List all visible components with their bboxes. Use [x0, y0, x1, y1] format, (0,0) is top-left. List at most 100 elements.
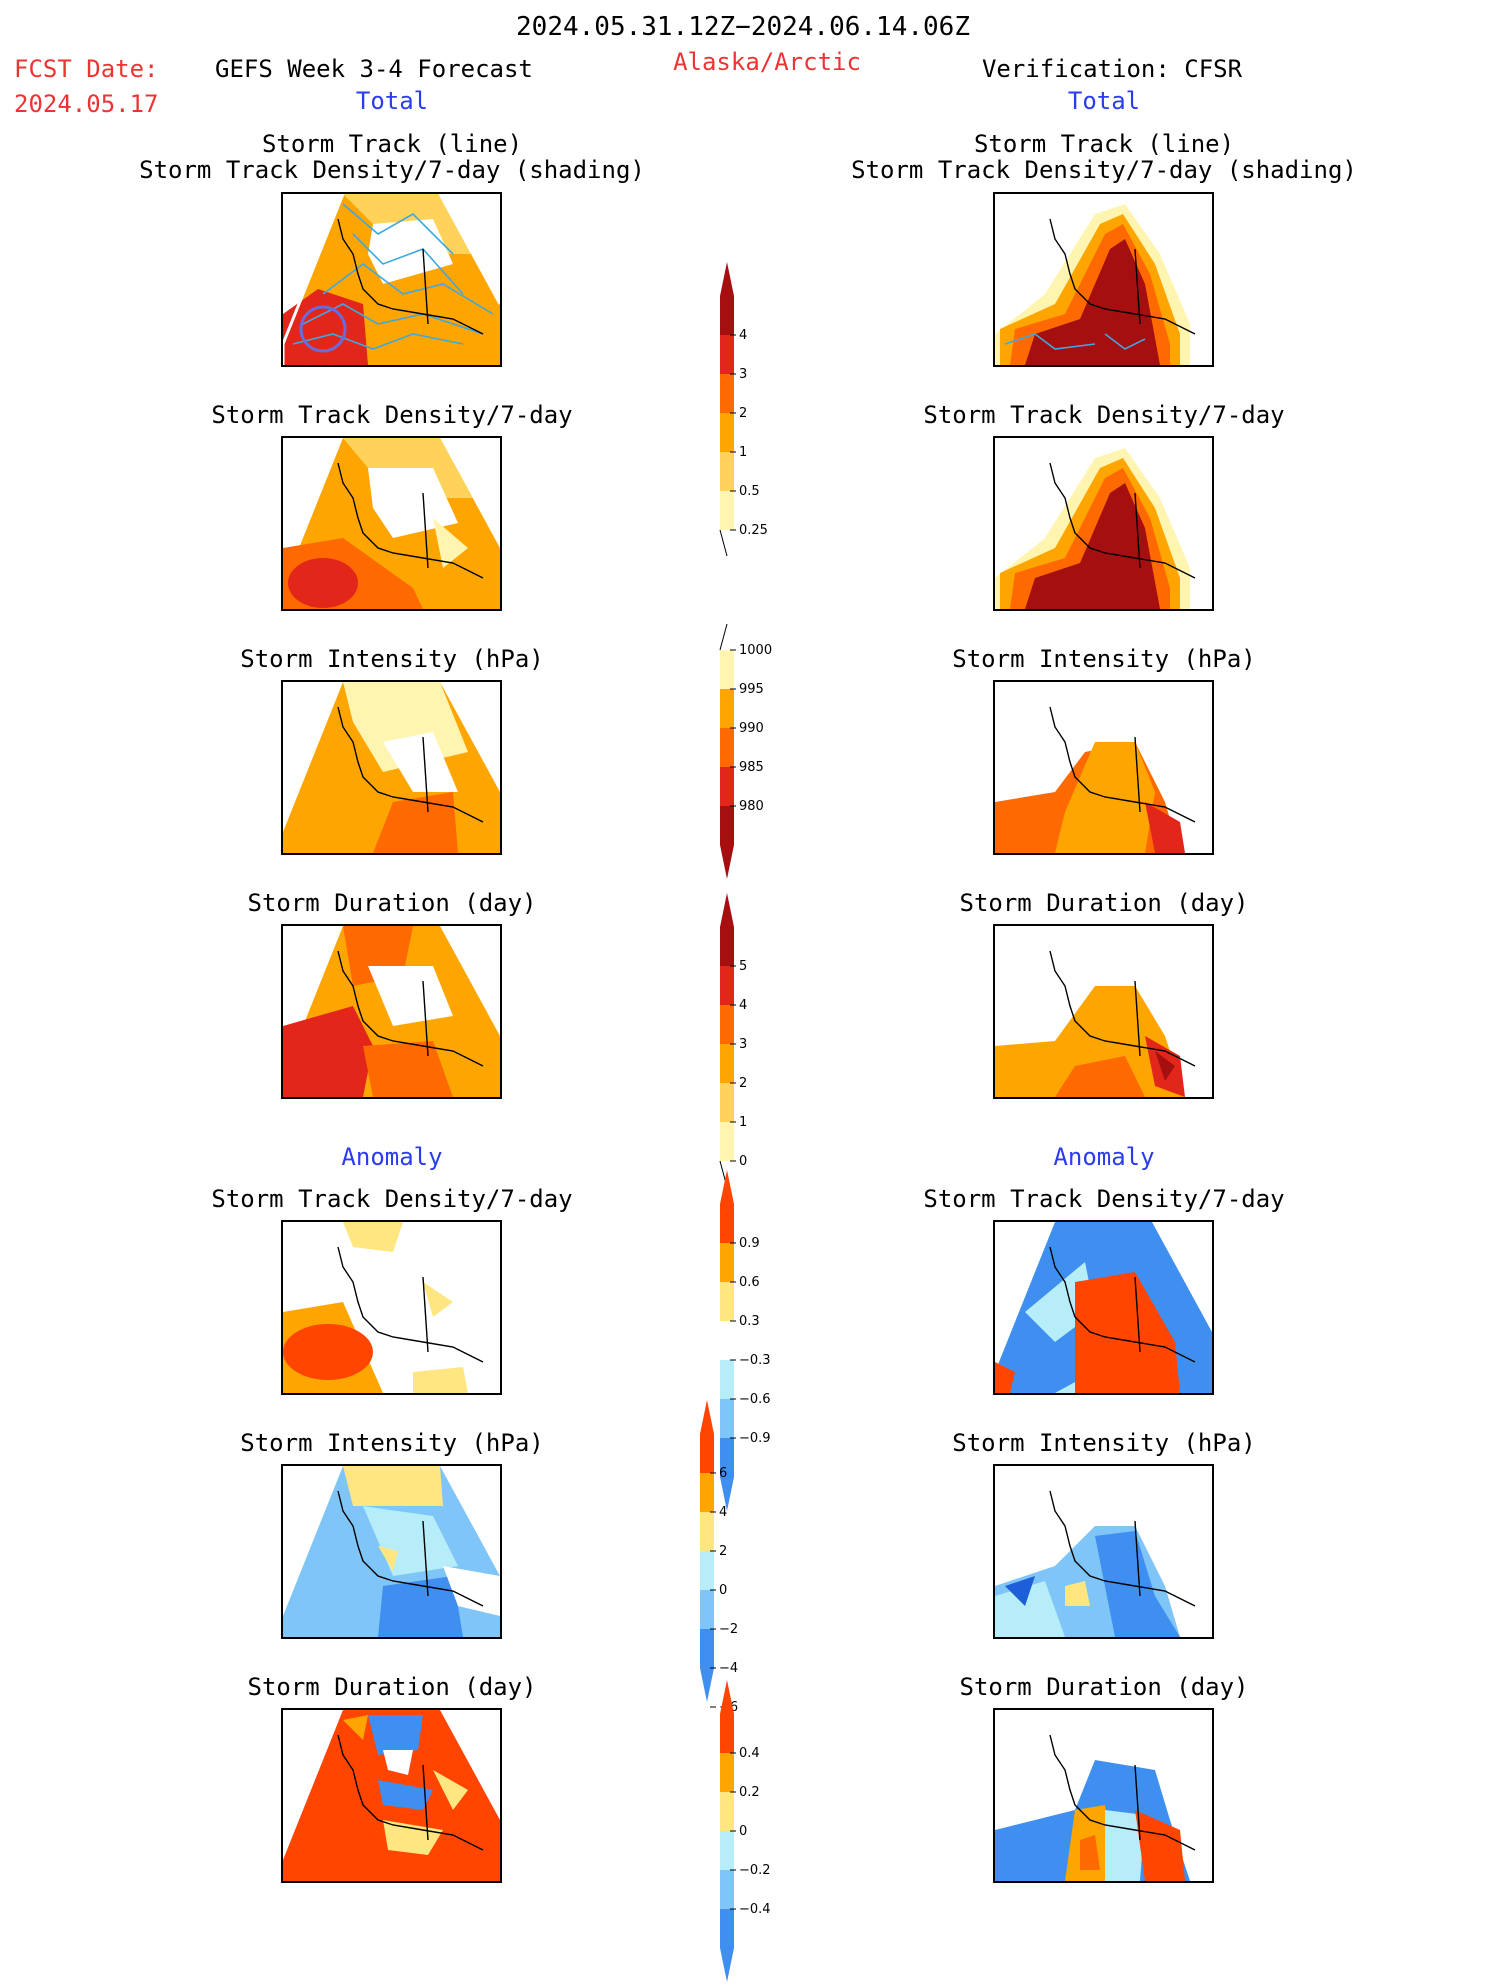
colorbar-anomaly-density: 0.9 0.6 0.3 −0.3 −0.6 −0.9	[720, 1170, 790, 1517]
colorbar-tick-label: 0.9	[739, 1236, 760, 1251]
colorbar-tick-label: 1	[739, 1115, 747, 1130]
right-intensity-title: Storm Intensity (hPa)	[952, 645, 1256, 673]
colorbar-tick-label: 0.5	[739, 484, 760, 499]
colorbar-tick-label: 1000	[739, 643, 772, 658]
colorbar-segment	[720, 1122, 734, 1161]
colorbar-total-density: 0.25 0.5 1 2 3 4	[719, 262, 790, 557]
colorbar-tick-label: −0.9	[739, 1431, 771, 1446]
colorbar-segment	[720, 1243, 734, 1282]
colorbar-top-arrow	[720, 893, 734, 927]
colorbar-segment	[720, 1321, 734, 1360]
map-left-anom-intensity	[281, 1464, 502, 1639]
map-left-intensity	[281, 680, 502, 855]
map-right-density	[993, 436, 1214, 611]
colorbar-tick-label: 0.25	[739, 523, 768, 538]
map-right-anom-intensity	[993, 1464, 1214, 1639]
colorbar-segment	[720, 1360, 734, 1399]
colorbar-tick-label: −2	[719, 1622, 738, 1637]
colorbar-tick-label: 2	[739, 406, 747, 421]
map-left-duration	[281, 924, 502, 1099]
right-anomaly-label: Anomaly	[1053, 1143, 1155, 1171]
colorbar-segment	[720, 1438, 734, 1477]
region-label: Alaska/Arctic	[673, 48, 861, 76]
colorbar-segment	[720, 1399, 734, 1438]
colorbar-tick-label: 2	[739, 1076, 747, 1091]
left-anomaly-label: Anomaly	[341, 1143, 443, 1171]
colorbar-segment	[720, 413, 734, 452]
colorbar-segment	[720, 806, 734, 845]
colorbar-tick-label: 0	[739, 1154, 747, 1169]
colorbar-segment	[700, 1551, 714, 1590]
colorbar-top-arrow	[720, 1170, 734, 1204]
colorbar-total-duration: 0 1 2 3 4 5	[719, 893, 790, 1188]
forecast-title: GEFS Week 3-4 Forecast	[215, 55, 533, 83]
colorbar-tick-label: 1	[739, 445, 747, 460]
colorbar-svg: 1000 995 990 985 980	[719, 623, 772, 879]
colorbar-tick-label: 980	[739, 799, 764, 814]
colorbar-tick-label: −0.4	[739, 1902, 771, 1917]
colorbar-segment	[700, 1512, 714, 1551]
colorbar-segment	[720, 335, 734, 374]
colorbar-top-arrow	[700, 1400, 714, 1434]
map-left-track	[281, 192, 502, 367]
left-anom-duration-title: Storm Duration (day)	[247, 1673, 537, 1701]
verification-title: Verification: CFSR	[981, 55, 1243, 83]
colorbar-segment	[720, 1083, 734, 1122]
colorbar-segment	[700, 1473, 714, 1512]
right-total-label: Total	[1067, 87, 1141, 115]
colorbar-svg: 0.9 0.6 0.3 −0.3 −0.6 −0.9	[720, 1170, 771, 1511]
colorbar-tick-label: 6	[719, 1466, 727, 1481]
colorbar-tail	[719, 623, 728, 651]
colorbar-tick-label: −0.6	[739, 1392, 771, 1407]
right-track-line-title: Storm Track (line)	[973, 130, 1235, 158]
colorbar-segment	[720, 491, 734, 530]
map-left-anom-density	[281, 1220, 502, 1395]
colorbar-tick-label: 0.2	[739, 1785, 760, 1800]
right-anom-density-title: Storm Track Density/7-day	[923, 1185, 1285, 1213]
colorbar-tick-label: −4	[719, 1661, 738, 1676]
colorbar-tick-label: 0.3	[739, 1314, 760, 1329]
colorbar-tick-label: 0.4	[739, 1746, 760, 1761]
colorbar-segment	[720, 452, 734, 491]
map-left-anom-duration	[281, 1708, 502, 1883]
colorbar-segment	[700, 1590, 714, 1629]
right-duration-title: Storm Duration (day)	[959, 889, 1249, 917]
colorbar-segment	[720, 1714, 734, 1753]
colorbar-segment	[720, 374, 734, 413]
colorbar-segment	[720, 966, 734, 1005]
colorbar-tick-label: 0	[739, 1824, 747, 1839]
colorbar-tick-label: 2	[719, 1544, 727, 1559]
colorbar-segment	[720, 767, 734, 806]
period-title: 2024.05.31.12Z−2024.06.14.06Z	[516, 12, 970, 42]
colorbar-tick-label: 995	[739, 682, 764, 697]
left-anom-density-title: Storm Track Density/7-day	[211, 1185, 573, 1213]
colorbar-segment	[720, 1753, 734, 1792]
right-anom-duration-title: Storm Duration (day)	[959, 1673, 1249, 1701]
colorbar-tick-label: 3	[739, 367, 747, 382]
colorbar-segment	[720, 689, 734, 728]
colorbar-tick-label: 4	[719, 1505, 727, 1520]
colorbar-bottom-arrow	[720, 845, 734, 879]
colorbar-svg: 0 1 2 3 4 5	[719, 893, 747, 1188]
colorbar-bottom-arrow	[720, 1477, 734, 1511]
colorbar-segment	[720, 728, 734, 767]
colorbar-tick-label: −0.2	[739, 1863, 771, 1878]
left-intensity-title: Storm Intensity (hPa)	[240, 645, 544, 673]
colorbar-tick-label: 990	[739, 721, 764, 736]
left-duration-title: Storm Duration (day)	[247, 889, 537, 917]
colorbar-segment	[720, 1870, 734, 1909]
colorbar-segment	[720, 927, 734, 966]
map-right-anom-density	[993, 1220, 1214, 1395]
fcst-date-value: 2024.05.17	[14, 90, 159, 118]
map-right-duration	[993, 924, 1214, 1099]
colorbar-segment	[700, 1629, 714, 1668]
colorbar-segment	[720, 1792, 734, 1831]
colorbar-anomaly-duration: 0.4 0.2 0 −0.2 −0.4	[720, 1680, 790, 1988]
colorbar-segment	[720, 1282, 734, 1321]
colorbar-svg: 0.4 0.2 0 −0.2 −0.4	[720, 1680, 771, 1982]
colorbar-svg: 0.25 0.5 1 2 3 4	[719, 262, 768, 557]
colorbar-top-arrow	[720, 262, 734, 296]
colorbar-total-intensity: 1000 995 990 985 980	[719, 623, 790, 885]
fcst-date-label: FCST Date:	[14, 55, 159, 83]
